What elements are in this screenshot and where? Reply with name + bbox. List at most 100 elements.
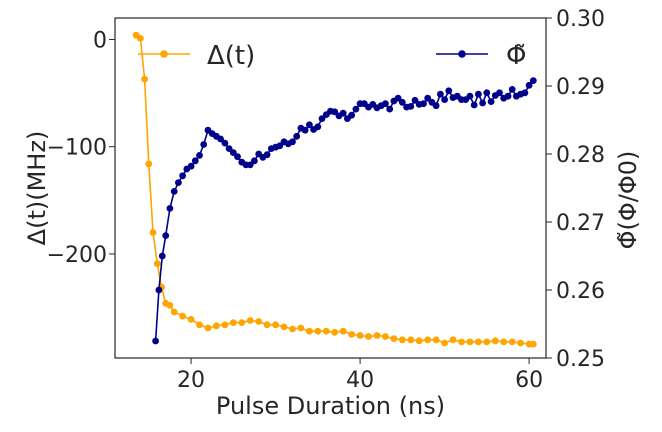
phi-data-point xyxy=(525,81,533,89)
delta-data-point xyxy=(280,323,288,331)
delta-data-point xyxy=(246,317,254,324)
phi-data-point xyxy=(196,152,203,159)
phi-data-point xyxy=(508,86,516,93)
delta-data-point xyxy=(141,75,149,83)
phi-data-point xyxy=(496,89,503,97)
phi-data-point xyxy=(221,139,229,147)
delta-data-point xyxy=(272,321,279,329)
delta-data-point xyxy=(153,260,161,267)
delta-data-point xyxy=(424,336,432,344)
delta-data-point xyxy=(255,318,263,325)
delta-data-point xyxy=(415,337,423,345)
phi-data-point xyxy=(152,337,160,345)
delta-data-point xyxy=(137,35,144,42)
delta-data-point xyxy=(187,316,195,323)
phi-data-point xyxy=(424,94,432,102)
phi-data-point xyxy=(352,105,360,113)
phi-data-point xyxy=(301,126,309,134)
phi-data-point xyxy=(466,92,474,100)
delta-data-point xyxy=(458,338,465,346)
phi-data-point xyxy=(187,162,195,170)
delta-data-point xyxy=(145,160,153,168)
delta-data-point xyxy=(297,324,305,332)
phi-data-point xyxy=(479,99,486,107)
delta-data-point xyxy=(356,332,364,339)
legend-delta-marker xyxy=(160,50,168,58)
phi-data-point xyxy=(217,135,225,143)
phi-data-point xyxy=(411,96,419,104)
delta-data-point xyxy=(398,336,406,344)
right-y-tick-label: 0.26 xyxy=(556,279,605,304)
phi-data-point xyxy=(158,252,166,260)
delta-data-point xyxy=(407,336,415,344)
phi-data-point xyxy=(445,87,453,95)
phi-data-point xyxy=(175,179,182,187)
delta-data-point xyxy=(306,327,313,335)
delta-data-point xyxy=(475,338,482,346)
phi-data-point xyxy=(487,98,495,105)
phi-data-point xyxy=(420,100,427,108)
phi-data-point xyxy=(382,100,389,108)
right-y-tick-label: 0.30 xyxy=(556,7,605,32)
left-y-tick-label: −100 xyxy=(47,136,107,161)
phi-data-point xyxy=(289,138,296,146)
phi-data-point xyxy=(441,96,448,103)
phi-data-point xyxy=(306,121,313,129)
delta-data-point xyxy=(517,339,524,347)
phi-data-point xyxy=(521,89,529,97)
delta-data-point xyxy=(263,321,271,329)
plot-frame xyxy=(114,17,547,359)
delta-data-point xyxy=(483,338,491,346)
delta-data-point xyxy=(373,332,381,339)
phi-data-point xyxy=(331,108,339,116)
delta-data-point xyxy=(170,308,178,316)
delta-data-point xyxy=(196,321,203,329)
phi-data-point xyxy=(483,89,491,97)
phi-data-point xyxy=(394,94,402,102)
left-y-tick-label: 0 xyxy=(93,28,107,53)
phi-data-point xyxy=(170,188,178,195)
phi-data-point xyxy=(318,115,326,122)
delta-data-point xyxy=(348,331,355,338)
left-y-axis-label: Δ(t)(MHz) xyxy=(23,131,51,246)
legend-delta-label: Δ(t) xyxy=(207,41,255,71)
x-axis-label: Pulse Duration (ns) xyxy=(216,392,445,420)
x-tick-label: 40 xyxy=(346,368,374,393)
phi-data-point xyxy=(162,232,170,240)
delta-data-point xyxy=(508,338,516,346)
delta-data-point xyxy=(449,336,457,344)
phi-data-point xyxy=(470,101,478,109)
delta-data-point xyxy=(238,319,246,326)
phi-data-point xyxy=(166,205,174,212)
delta-data-point xyxy=(339,327,347,335)
phi-data-point xyxy=(200,141,208,148)
delta-data-point xyxy=(441,339,448,347)
phi-data-point xyxy=(504,92,512,100)
phi-data-point xyxy=(398,98,406,106)
right-y-tick-label: 0.29 xyxy=(556,75,605,100)
delta-data-point xyxy=(529,340,537,348)
right-y-tick-label: 0.25 xyxy=(556,347,605,372)
delta-data-point xyxy=(229,319,237,326)
phi-data-point xyxy=(191,157,199,165)
phi-data-point xyxy=(251,157,258,165)
legend-phi-marker xyxy=(458,50,466,58)
delta-data-point xyxy=(390,335,398,343)
right-y-tick-label: 0.28 xyxy=(556,143,605,168)
phi-data-point xyxy=(314,123,322,131)
phi-data-point xyxy=(234,153,241,161)
delta-data-point xyxy=(382,333,389,340)
phi-data-point xyxy=(263,151,271,159)
delta-data-point xyxy=(466,338,474,346)
phi-data-point xyxy=(348,111,355,119)
delta-data-point xyxy=(289,325,296,333)
delta-data-point xyxy=(166,302,174,309)
delta-data-point xyxy=(179,312,187,320)
delta-data-point xyxy=(491,337,499,345)
delta-data-point xyxy=(365,333,372,340)
x-tick-label: 60 xyxy=(515,368,543,393)
phi-data-point xyxy=(432,102,440,110)
phi-data-point xyxy=(339,109,347,117)
delta-data-point xyxy=(500,338,508,346)
